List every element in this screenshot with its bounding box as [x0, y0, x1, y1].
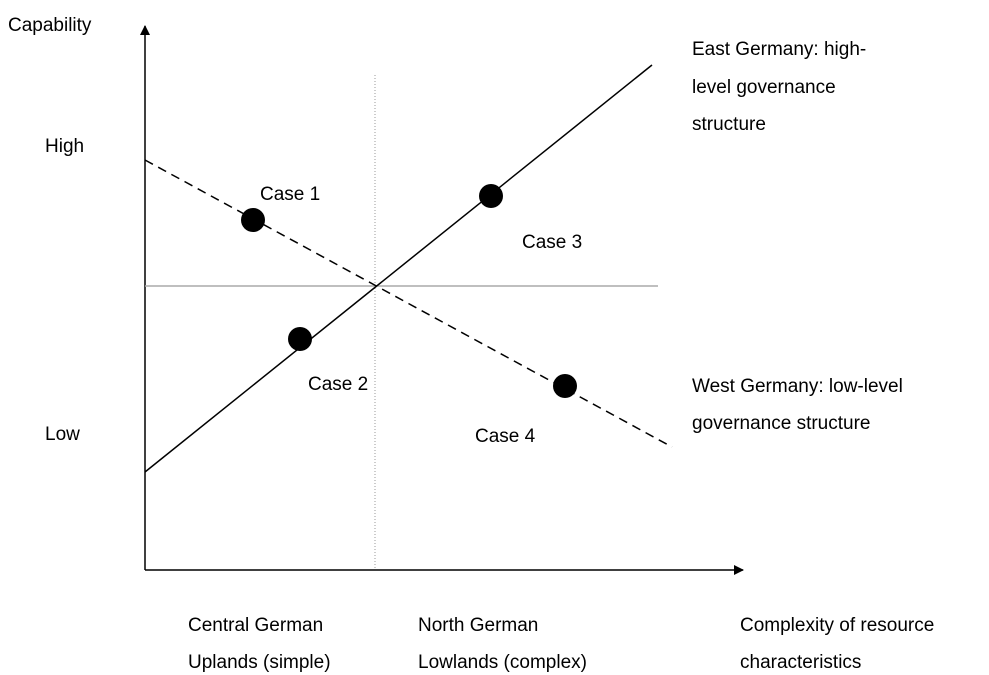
- x-axis-label: Complexity of resource: [740, 615, 934, 636]
- x-category: Central German: [188, 615, 323, 636]
- west-label: West Germany: low-level: [692, 376, 903, 397]
- case-dot: [479, 184, 503, 208]
- east-line: [144, 64, 653, 473]
- high-label: High: [45, 136, 84, 157]
- case-label: Case 1: [260, 184, 320, 205]
- case-dot: [241, 208, 265, 232]
- case-label: Case 2: [308, 374, 368, 395]
- x-axis-label: characteristics: [740, 652, 861, 673]
- low-label: Low: [45, 424, 80, 445]
- y-axis-label: Capability: [8, 15, 92, 36]
- case-label: Case 4: [475, 426, 536, 447]
- x-category: Lowlands (complex): [418, 652, 587, 673]
- west-label: governance structure: [692, 413, 871, 434]
- west-line: [144, 159, 673, 448]
- case-dot: [553, 374, 577, 398]
- east-label: structure: [692, 114, 766, 135]
- case-label: Case 3: [522, 232, 582, 253]
- x-category: North German: [418, 615, 538, 636]
- east-label: East Germany: high-: [692, 39, 866, 60]
- east-label: level governance: [692, 77, 836, 98]
- x-category: Uplands (simple): [188, 652, 331, 673]
- case-dot: [288, 327, 312, 351]
